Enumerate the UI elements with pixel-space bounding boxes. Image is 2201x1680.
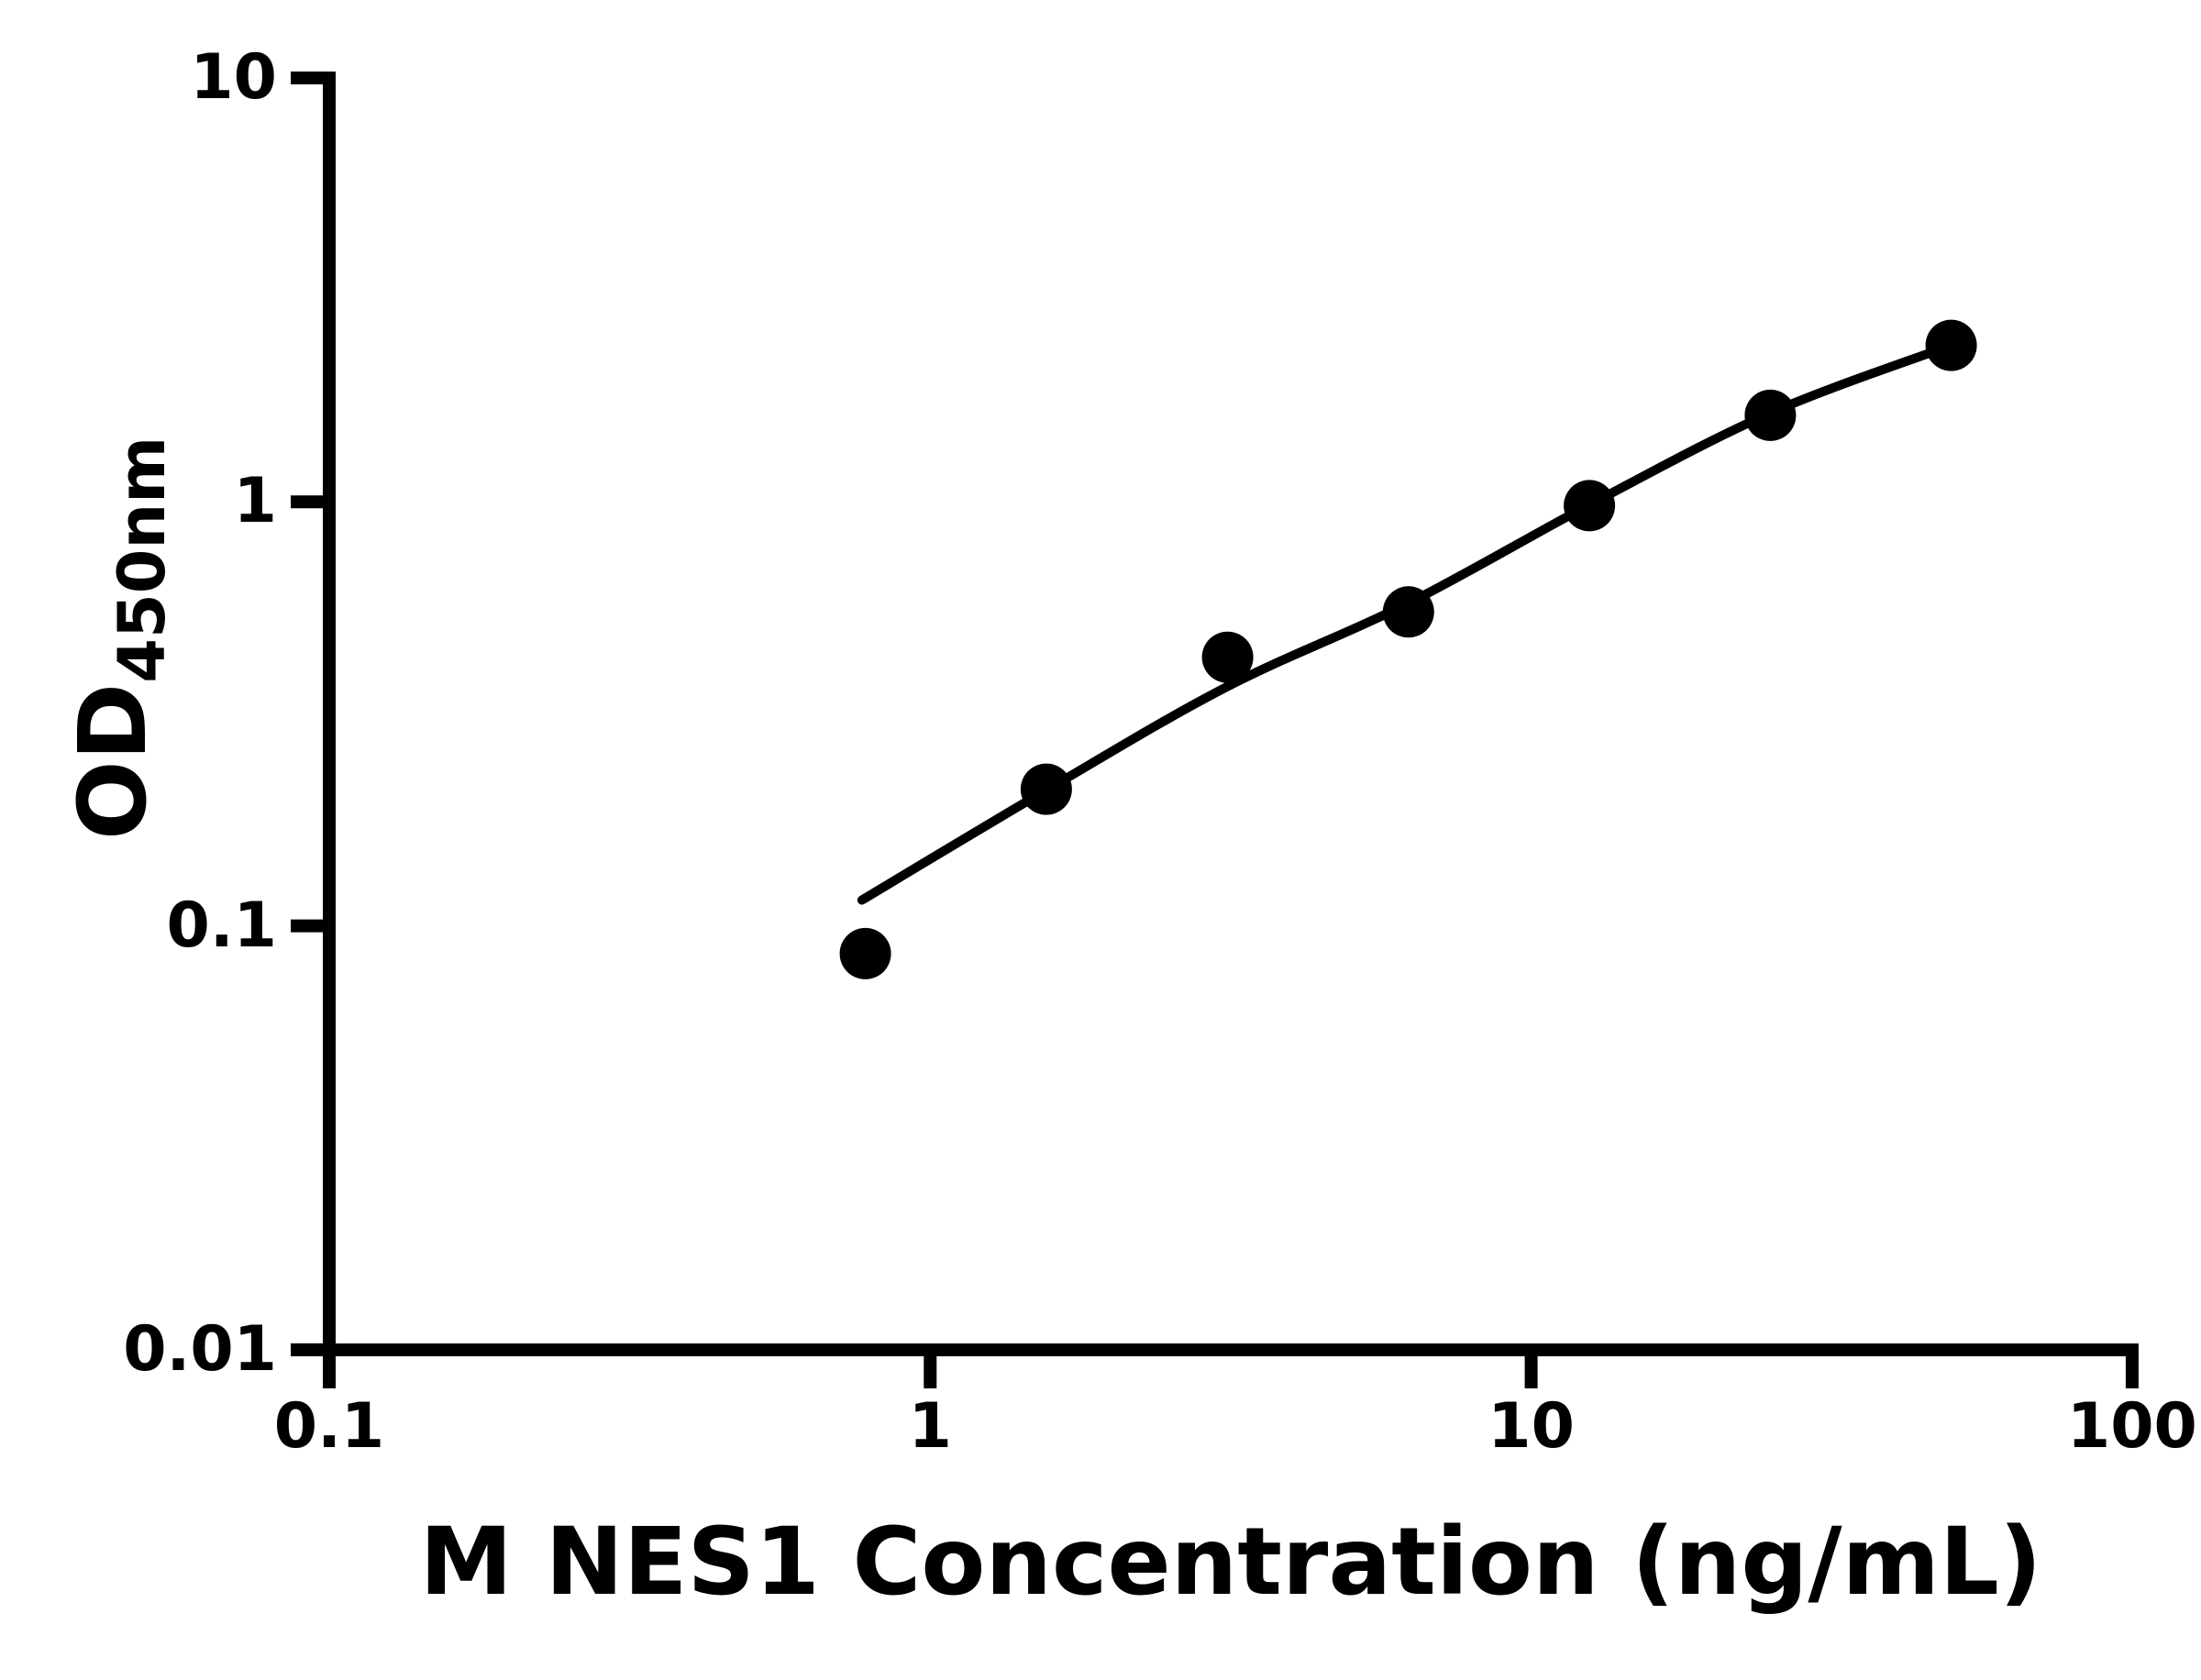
- x-tick-label: 0.1: [273, 1390, 385, 1463]
- data-point: [1564, 480, 1616, 532]
- x-axis-title: M NES1 Concentration (ng/mL): [419, 1508, 2042, 1617]
- y-tick-label: 1: [233, 465, 277, 538]
- x-tick-label: 10: [1488, 1390, 1575, 1463]
- data-point: [1201, 631, 1254, 683]
- data-point: [1020, 763, 1072, 815]
- y-tick-label: 0.01: [123, 1312, 277, 1386]
- plot-canvas: [291, 72, 2139, 1388]
- elisa-standard-curve-chart: M NES1 Concentration (ng/mL) OD450nm 10 1…: [37, 15, 2201, 1665]
- data-point: [1744, 389, 1797, 441]
- y-axis-title: OD450nm: [59, 437, 180, 840]
- data-point: [1925, 319, 1977, 371]
- x-tick-label: 100: [2066, 1390, 2197, 1463]
- x-tick-label: 1: [908, 1390, 952, 1463]
- y-axis-title-sub: 450nm: [105, 436, 180, 683]
- y-tick-label: 10: [190, 41, 277, 114]
- y-axis-title-main: OD: [59, 682, 168, 841]
- data-point: [839, 927, 891, 979]
- data-point: [1382, 586, 1434, 638]
- y-tick-label: 0.1: [166, 889, 277, 962]
